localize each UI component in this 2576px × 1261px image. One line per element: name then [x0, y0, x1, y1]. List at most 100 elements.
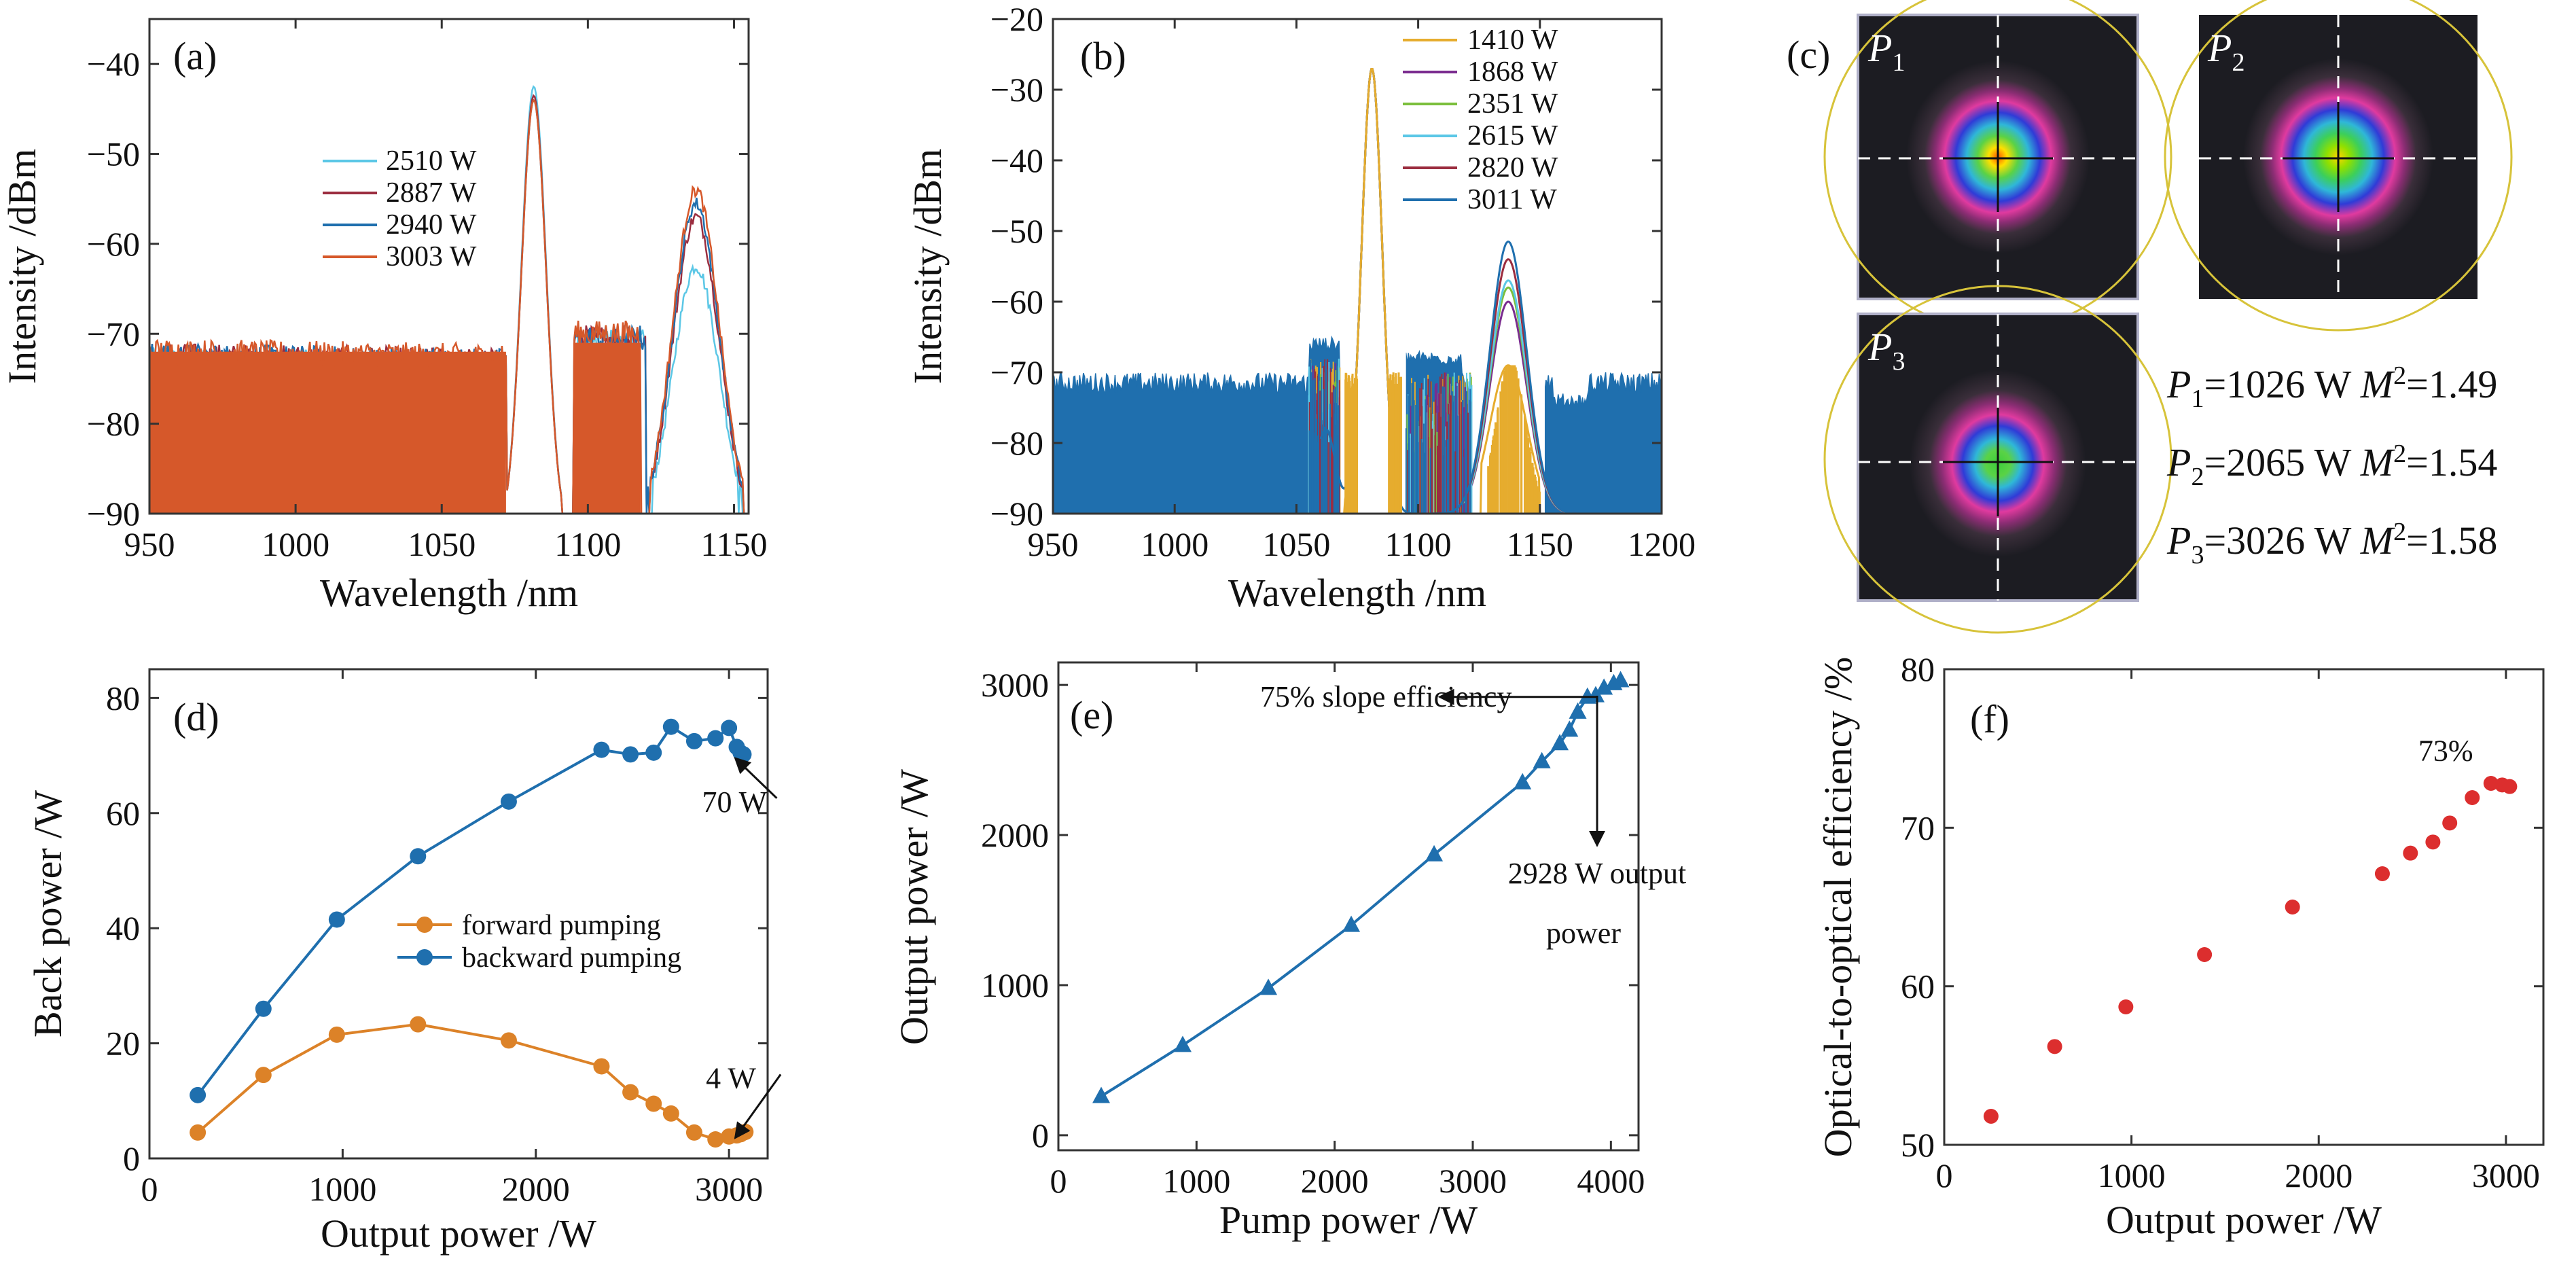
data-point — [410, 848, 427, 865]
panel-b-y-ticks: −90 −80 −70 −60 −50 −40 −30 −20 — [990, 0, 1662, 533]
annotation-peak-label: 73% — [2418, 734, 2473, 768]
data-point — [2403, 845, 2418, 861]
panel-e-x-axis-label: Pump power /W — [1219, 1198, 1478, 1242]
data-point — [328, 911, 345, 928]
y-tick-label: 60 — [1901, 967, 1935, 1006]
beam-p1-label: P1 — [1867, 26, 1905, 77]
y-tick-label: −20 — [990, 0, 1043, 38]
x-tick-label: 2000 — [2285, 1156, 2353, 1194]
panel-e-label: (e) — [1070, 693, 1113, 737]
y-tick-label: 2000 — [981, 816, 1049, 854]
data-point — [622, 1084, 639, 1101]
panel-c-label: (c) — [1787, 33, 1830, 77]
legend-marker — [416, 917, 433, 933]
data-point — [1569, 702, 1587, 719]
y-tick-label: 0 — [123, 1139, 140, 1177]
panel-a-y-axis-label: Intensity /dBm — [0, 149, 44, 384]
x-tick-label: 0 — [141, 1170, 158, 1208]
x-tick-label: 1000 — [262, 525, 329, 563]
legend-label: 2510 W — [386, 145, 477, 177]
panel-f-frame — [1943, 668, 2545, 1146]
data-point — [662, 1105, 679, 1122]
panel-c-beam-profiles: (c) P1 P2 — [1787, 0, 2513, 634]
legend-label: 2940 W — [386, 209, 477, 241]
x-tick-label: 1150 — [1507, 525, 1573, 563]
panel-e-output-power: (e) 0 1000 2000 3000 4000 0 1000 2000 3000 Pump… — [892, 661, 1686, 1242]
data-point — [1092, 1086, 1111, 1103]
data-point — [500, 1032, 517, 1049]
panel-a-y-ticks: −90 −80 −70 −60 −50 −40 — [87, 45, 749, 533]
panel-f-annotations: 73% — [2418, 734, 2473, 768]
y-tick-label: −50 — [990, 212, 1043, 250]
panel-a-frame — [148, 18, 750, 515]
data-point — [190, 1086, 207, 1103]
data-point — [593, 1058, 610, 1075]
measurement-p2: P2=2065 W M2=1.54 — [2166, 440, 2497, 491]
data-point — [1342, 915, 1361, 932]
x-tick-label: 1000 — [1141, 525, 1209, 563]
panel-f-x-axis-label: Output power /W — [2106, 1198, 2382, 1242]
data-point — [662, 718, 679, 735]
panel-b-x-axis-label: Wavelength /nm — [1228, 571, 1486, 615]
panel-b-plot-area — [1052, 68, 1662, 515]
data-point — [2465, 790, 2480, 805]
panel-f-efficiency: (f) 0 1000 2000 3000 50 60 70 80 Output power … — [1816, 650, 2545, 1242]
data-point — [190, 1124, 207, 1141]
y-tick-label: 0 — [1032, 1116, 1049, 1154]
panel-f-x-ticks: 0 1000 2000 3000 — [1936, 669, 2540, 1194]
data-point — [645, 744, 662, 761]
y-tick-label: 60 — [106, 794, 140, 832]
panel-b-label: (b) — [1080, 34, 1126, 78]
x-tick-label: 1200 — [1628, 525, 1696, 563]
y-tick-label: 80 — [106, 679, 140, 717]
series-3003-noise-fill-2 — [573, 342, 641, 514]
panel-a-label: (a) — [173, 34, 217, 78]
data-point — [2118, 999, 2134, 1014]
legend-label: 2615 W — [1467, 120, 1558, 152]
data-point — [2285, 900, 2300, 914]
data-point — [2425, 834, 2441, 850]
x-tick-label: 2000 — [502, 1170, 570, 1208]
annotation-label: 70 W — [702, 785, 767, 819]
panel-f-plot-area — [1983, 776, 2518, 1124]
y-tick-label: −90 — [990, 495, 1043, 533]
y-tick-label: 80 — [1901, 650, 1935, 688]
annotation-arrow — [734, 1073, 782, 1139]
legend-label: 3011 W — [1467, 184, 1557, 215]
legend-label: forward pumping — [462, 910, 661, 941]
beam-profile-p3: P3 — [1823, 285, 2172, 634]
data-point — [2483, 776, 2499, 791]
panel-f-y-ticks: 50 60 70 80 — [1901, 650, 2543, 1164]
panel-d-back-power: (d) 0 1000 2000 3000 0 20 40 60 80 Output power… — [26, 668, 782, 1256]
data-point — [328, 1026, 345, 1043]
data-point — [500, 793, 517, 810]
data-point — [707, 730, 724, 747]
y-tick-label: 3000 — [981, 666, 1049, 704]
x-tick-label: 0 — [1936, 1156, 1953, 1194]
beam-p2-label: P2 — [2207, 26, 2244, 77]
data-point — [685, 732, 702, 749]
beam-profile-p2: P2 — [2164, 0, 2513, 332]
data-point — [1259, 978, 1278, 995]
annotation-label: 4 W — [706, 1061, 756, 1095]
panel-d-frame — [148, 668, 769, 1160]
data-point — [593, 741, 610, 758]
data-point — [1551, 734, 1569, 751]
y-tick-label: −90 — [87, 495, 140, 533]
y-tick-label: −30 — [990, 71, 1043, 109]
x-tick-label: 1100 — [1385, 525, 1452, 563]
panel-a-spectrum: (a) 950 1000 1050 1100 1150 −90−80−70−60−50−… — [0, 18, 768, 615]
panel-b-y-axis-label: Intensity /dBm — [906, 149, 950, 384]
data-point — [645, 1095, 662, 1112]
data-point — [622, 746, 639, 763]
measurement-p1: P1=1026 W M2=1.49 — [2166, 361, 2497, 413]
y-tick-label: 40 — [106, 909, 140, 947]
panel-e-frame — [1057, 661, 1640, 1152]
x-tick-label: 1000 — [1162, 1162, 1230, 1200]
y-tick-label: −40 — [990, 141, 1043, 179]
legend-label: 1868 W — [1467, 56, 1558, 88]
